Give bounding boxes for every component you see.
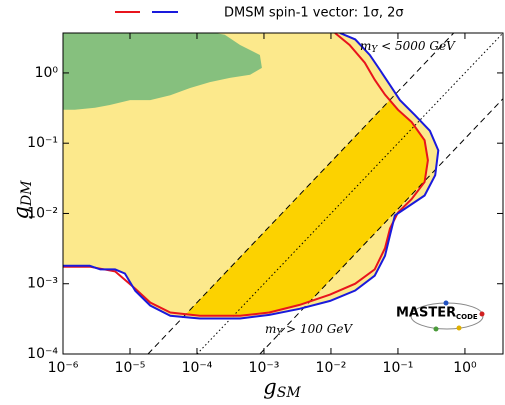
annotation-text: < 5000 GeV: [377, 39, 456, 53]
contour-line: [63, 33, 429, 317]
logo-dot: [479, 311, 485, 317]
x-tick-label: 10⁻⁴: [182, 360, 213, 376]
annotation: mY < 5000 GeV: [360, 39, 456, 55]
x-label-base: g: [263, 375, 276, 399]
y-tick-label: 10⁰: [35, 65, 59, 81]
annotation-sub: Y: [276, 328, 283, 338]
logo-sub: CODE: [456, 313, 478, 321]
x-tick-label: 10⁰: [453, 360, 477, 376]
annotation: mY > 100 GeV: [265, 322, 353, 338]
y-tick-label: 10⁻⁴: [27, 346, 58, 362]
x-tick-label: 10⁻³: [249, 360, 280, 376]
y-label-base: g: [9, 206, 33, 219]
y-tick-label: 10⁻³: [27, 276, 58, 292]
x-tick-label: 10⁻⁵: [115, 360, 146, 376]
x-axis-label: gSM: [263, 375, 301, 402]
excluded-region: [63, 33, 262, 110]
frame: [62, 32, 504, 355]
y-tick-label: 10⁻²: [27, 205, 58, 221]
y-axis-label: gDM: [9, 180, 36, 220]
y-label-sub: DM: [19, 180, 35, 207]
plot: [63, 33, 503, 354]
logo-dot: [443, 300, 449, 306]
logo: MASTER CODE: [396, 300, 485, 332]
logo-dot: [433, 326, 439, 332]
annotation-sub: Y: [371, 45, 378, 55]
logo-text: MASTER: [396, 306, 456, 321]
mass-line: [259, 98, 503, 354]
x-tick-label: 10⁻¹: [383, 360, 414, 376]
annotation-text: > 100 GeV: [282, 322, 353, 336]
annotation-base: m: [360, 39, 371, 53]
annotation-base: m: [265, 322, 276, 336]
y-tick-label: 10⁻¹: [27, 135, 58, 151]
legend-label: DMSM spin-1 vector: 1σ, 2σ: [224, 6, 404, 21]
x-tick-label: 10⁻²: [316, 360, 347, 376]
logo-dot: [456, 325, 462, 331]
x-label-sub: SM: [277, 385, 302, 401]
contour-line: [63, 33, 440, 320]
mass-line: [147, 33, 455, 354]
x-tick-label: 10⁻⁶: [48, 360, 79, 376]
